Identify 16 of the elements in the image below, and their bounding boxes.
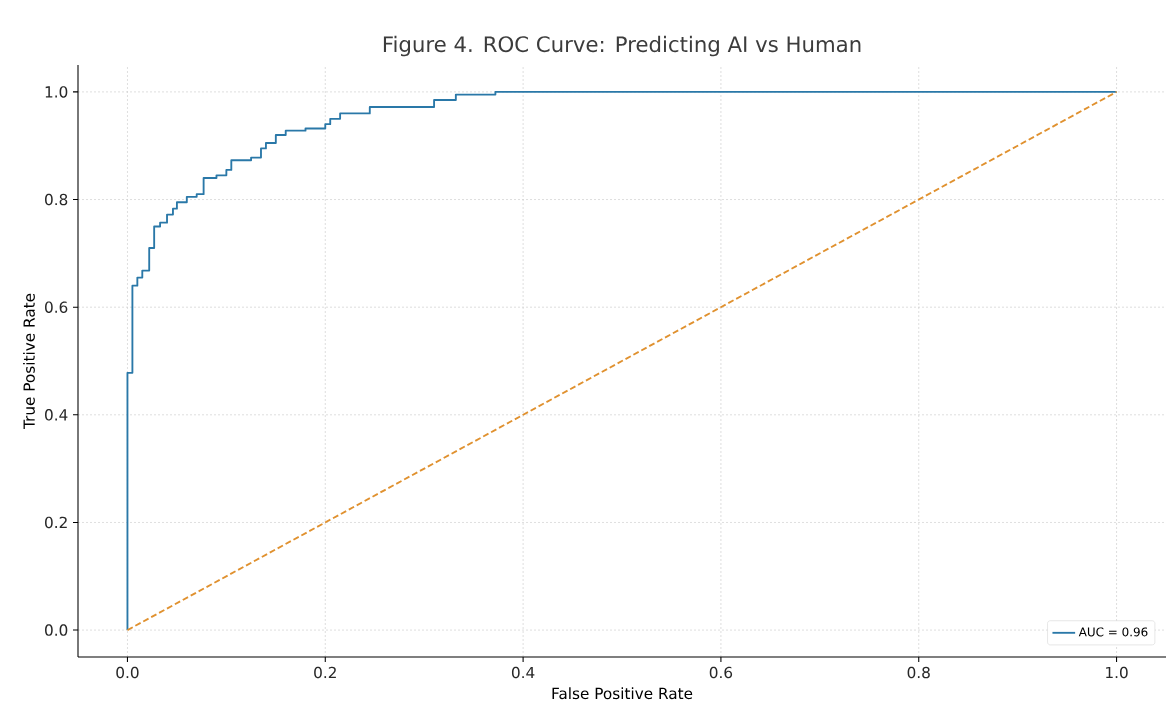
y-tick-label: 0.2 bbox=[45, 516, 67, 529]
x-tick-label: 0.6 bbox=[709, 666, 733, 679]
y-tick-label: 1.0 bbox=[45, 86, 68, 98]
y-tick-label: 0.0 bbox=[45, 624, 68, 636]
x-tick-label: 0.0 bbox=[116, 666, 139, 679]
y-tick-label: 0.6 bbox=[45, 301, 68, 313]
y-axis-title: True Positive Rate bbox=[23, 293, 35, 430]
y-tick-label: 0.8 bbox=[45, 193, 68, 206]
x-tick-label: 0.8 bbox=[907, 666, 930, 679]
x-tick-label: 0.2 bbox=[314, 666, 336, 679]
x-axis-title: False Positive Rate bbox=[552, 687, 693, 700]
legend-label: AUC = 0.96 bbox=[1078, 627, 1148, 637]
x-tick-label: 1.0 bbox=[1106, 666, 1128, 679]
y-tick-label: 0.4 bbox=[45, 409, 68, 421]
chart-title: Figure 4. ROC Curve: Predicting AI vs Human bbox=[383, 35, 861, 57]
x-tick-label: 0.4 bbox=[511, 666, 535, 679]
